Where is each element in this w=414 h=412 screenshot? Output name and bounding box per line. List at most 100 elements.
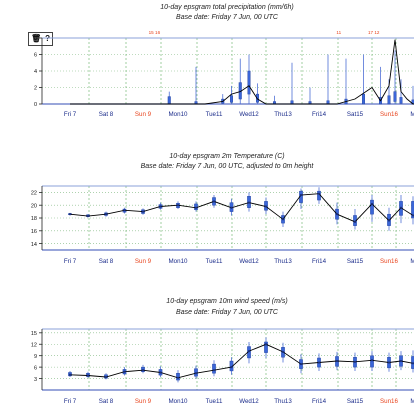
control-point bbox=[317, 192, 321, 195]
control-point bbox=[159, 205, 162, 208]
x-day-label: M bbox=[410, 398, 414, 405]
x-day-label: Fri 7 bbox=[64, 398, 77, 405]
control-point bbox=[230, 366, 233, 369]
x-day-label: Sat15 bbox=[347, 258, 364, 265]
chart-3-subtitle: Base date: Friday 7 Jun, 00 UTC bbox=[176, 309, 278, 316]
control-point bbox=[86, 374, 90, 377]
x-day-label: Sat 8 bbox=[99, 111, 114, 118]
control-point bbox=[264, 205, 268, 208]
control-point bbox=[387, 219, 391, 222]
x-day-label: Wed12 bbox=[239, 398, 259, 405]
control-point bbox=[399, 206, 403, 209]
x-day-label: Tue11 bbox=[206, 258, 223, 265]
control-point bbox=[411, 362, 414, 365]
x-day-label: Sat15 bbox=[347, 111, 364, 118]
x-day-label: Sun 9 bbox=[135, 111, 152, 118]
y-tick-label: 9 bbox=[34, 354, 37, 360]
wind-speed-chart: 3 6 9 12 15 Fri 7 Sat 8 Sun 9 Mon10 Tue11 Wed12 Thu… bbox=[31, 328, 414, 405]
control-point bbox=[86, 214, 90, 218]
box bbox=[167, 96, 171, 105]
box bbox=[411, 201, 414, 219]
top-label: 15 16 bbox=[149, 30, 161, 35]
x-day-label: Wed12 bbox=[239, 111, 259, 118]
precipitation-chart: 0 2 4 6 8 Fri 7 Sat 8 Sun 9 Mon10 Tue11 Wed12 Thu13… bbox=[34, 30, 414, 118]
y-tick-label: 2 bbox=[34, 86, 37, 92]
x-day-label: Fri14 bbox=[312, 258, 327, 265]
control-point bbox=[281, 218, 285, 221]
x-day-label: Fri 7 bbox=[64, 111, 77, 118]
y-tick-label: 16 bbox=[31, 229, 37, 235]
control-point bbox=[123, 370, 126, 373]
control-point bbox=[68, 373, 72, 376]
control-point bbox=[247, 201, 251, 204]
control-point bbox=[370, 202, 374, 206]
y-tick-label: 3 bbox=[34, 377, 37, 383]
chart-2-title: 10-day epsgram 2m Temperature (C) bbox=[169, 153, 285, 160]
x-day-label: Fri 7 bbox=[64, 258, 77, 265]
x-day-label: Tue11 bbox=[206, 398, 223, 405]
box bbox=[326, 100, 330, 105]
chart-1-title: 10-day epsgram total precipitation (mm/6… bbox=[160, 4, 294, 11]
x-day-label: Mon10 bbox=[169, 398, 188, 405]
chart-1-subtitle: Base date: Friday 7 Jun, 00 UTC bbox=[176, 14, 278, 21]
box bbox=[393, 91, 397, 102]
x-day-label: Sun16 bbox=[380, 111, 398, 118]
y-tick-label: 20 bbox=[31, 203, 37, 209]
box bbox=[290, 100, 294, 105]
x-day-label: Sun16 bbox=[380, 398, 398, 405]
control-point bbox=[123, 209, 126, 212]
control-point bbox=[176, 204, 180, 207]
x-day-label: Sun16 bbox=[380, 258, 398, 265]
box bbox=[247, 70, 251, 95]
y-tick-label: 0 bbox=[34, 102, 37, 108]
control-point bbox=[141, 369, 145, 372]
y-tick-label: 12 bbox=[31, 342, 37, 348]
y-tick-label: 22 bbox=[31, 191, 37, 197]
control-point bbox=[399, 359, 403, 363]
control-line bbox=[70, 39, 414, 105]
trash-icon[interactable]: 🗑 bbox=[30, 34, 42, 43]
control-point bbox=[194, 206, 198, 209]
y-tick-label: 18 bbox=[31, 216, 37, 222]
control-point bbox=[247, 350, 251, 353]
x-day-label: Thu13 bbox=[274, 111, 292, 118]
control-point bbox=[335, 359, 339, 363]
box bbox=[176, 373, 180, 381]
x-day-label: Sun 9 bbox=[135, 398, 152, 405]
x-day-label: M bbox=[410, 111, 414, 118]
top-label: 17 12 bbox=[368, 30, 380, 35]
control-point bbox=[353, 220, 357, 223]
control-point bbox=[230, 206, 233, 209]
control-point bbox=[335, 213, 339, 216]
control-point bbox=[68, 213, 72, 216]
x-day-label: Tue11 bbox=[206, 111, 223, 118]
x-day-label: Sat 8 bbox=[99, 398, 114, 405]
x-day-label: Fri14 bbox=[312, 111, 327, 118]
x-day-label: Sat15 bbox=[347, 398, 364, 405]
control-point bbox=[212, 369, 216, 372]
control-point bbox=[370, 359, 374, 362]
x-day-label: Thu13 bbox=[274, 398, 292, 405]
temperature-chart: 14 16 18 20 22 Fri 7 Sat 8 Sun 9 Mon10 Tue11 Wed12… bbox=[31, 185, 414, 265]
control-point bbox=[141, 210, 145, 213]
box bbox=[370, 199, 374, 215]
x-day-label: Fri14 bbox=[312, 398, 327, 405]
control-point bbox=[212, 200, 216, 203]
x-day-label: Sun 9 bbox=[135, 258, 152, 265]
y-tick-label: 6 bbox=[34, 53, 37, 59]
control-point bbox=[194, 372, 198, 375]
control-point bbox=[281, 350, 285, 353]
box bbox=[362, 93, 366, 105]
control-point bbox=[159, 371, 162, 374]
box bbox=[399, 97, 403, 104]
control-point bbox=[317, 361, 321, 364]
control-point bbox=[264, 343, 268, 346]
x-day-label: Mon10 bbox=[169, 258, 188, 265]
box bbox=[370, 355, 374, 368]
control-point bbox=[104, 375, 108, 379]
y-tick-label: 4 bbox=[34, 69, 37, 75]
control-point bbox=[411, 214, 414, 217]
x-day-label: Mon10 bbox=[169, 111, 188, 118]
x-day-label: M bbox=[410, 258, 414, 265]
control-point bbox=[387, 361, 391, 364]
